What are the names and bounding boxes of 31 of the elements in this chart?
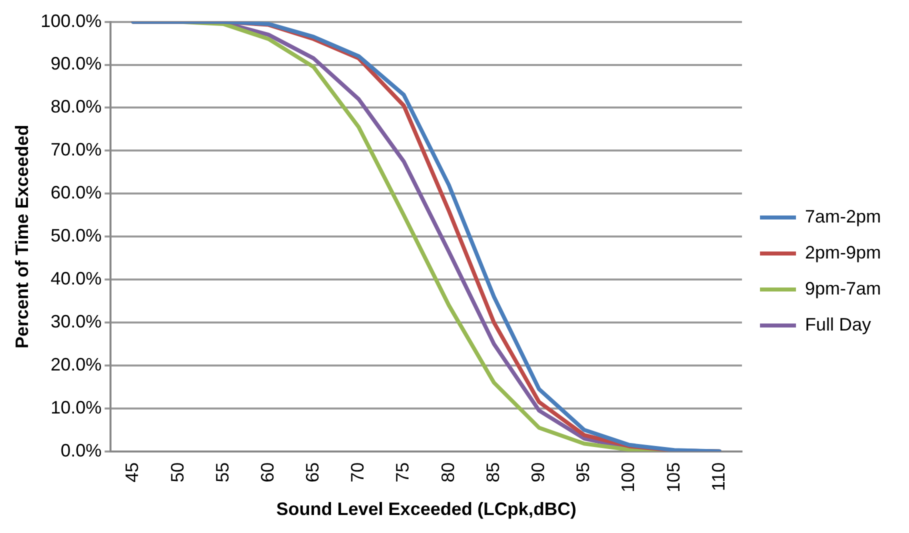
y-tick-label: 70.0% <box>50 140 102 160</box>
x-tick-label: 105 <box>663 462 684 492</box>
x-tick-label: 85 <box>482 462 503 482</box>
x-tick-label: 95 <box>573 462 594 482</box>
y-tick-label: 0.0% <box>60 440 102 460</box>
legend-label: Full Day <box>804 314 871 334</box>
x-tick-label: 60 <box>257 462 278 482</box>
y-tick-label: 40.0% <box>50 268 102 289</box>
x-tick-label: 45 <box>122 462 142 482</box>
x-tick-label: 55 <box>212 462 232 482</box>
y-tick-label: 10.0% <box>50 397 102 418</box>
y-tick-label: 80.0% <box>50 96 102 117</box>
x-tick-label: 80 <box>438 462 458 482</box>
x-tick-label: 50 <box>167 462 188 482</box>
legend-label: 9pm-7am <box>804 278 882 298</box>
y-tick-label: 50.0% <box>50 226 102 246</box>
y-tick-label: 20.0% <box>50 354 102 374</box>
y-tick-label: 100.0% <box>40 10 102 31</box>
x-tick-label: 90 <box>528 462 548 482</box>
legend-label: 7am-2pm <box>804 206 882 226</box>
y-axis-title: Percent of Time Exceeded <box>12 124 32 348</box>
x-tick-label: 110 <box>708 462 728 492</box>
y-tick-label: 30.0% <box>50 311 102 332</box>
legend-label: 2pm-9pm <box>804 242 882 262</box>
x-tick-label: 65 <box>302 462 323 482</box>
y-tick-label: 90.0% <box>50 54 102 74</box>
x-tick-label: 100 <box>618 462 638 492</box>
x-tick-label: 70 <box>348 462 368 482</box>
x-tick-label: 75 <box>392 462 413 482</box>
y-tick-label: 60.0% <box>50 182 102 203</box>
x-axis-title: Sound Level Exceeded (LCpk,dBC) <box>276 499 576 520</box>
